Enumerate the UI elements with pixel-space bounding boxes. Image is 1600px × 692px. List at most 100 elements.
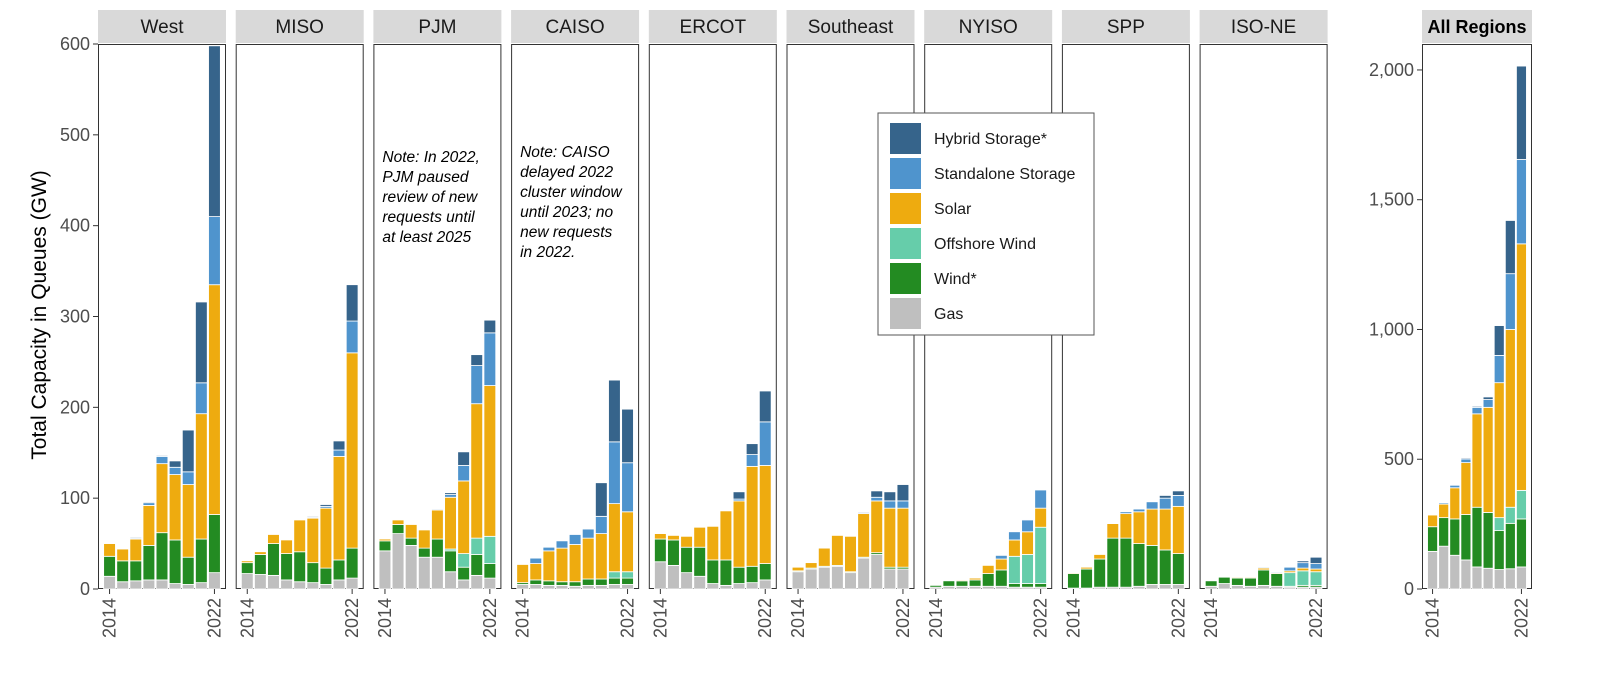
bar-spp-2021-hybrid-storage bbox=[1158, 495, 1172, 499]
bar-caiso-2018-standalone-storage bbox=[568, 534, 582, 545]
bar-ercot-2017-gas bbox=[693, 575, 706, 590]
bar-miso-2021-gas bbox=[332, 579, 346, 590]
bar-spp-2019-gas bbox=[1132, 585, 1146, 590]
bar-ercot-2016-wind bbox=[680, 546, 693, 574]
bar-southeast-2017-gas bbox=[831, 565, 844, 590]
legend-swatch bbox=[890, 263, 921, 294]
bar-ercot-2020-gas bbox=[732, 583, 746, 590]
bar-iso-ne-2016-wind bbox=[1231, 577, 1244, 586]
bar-nyiso-2022-offshore-wind bbox=[1034, 526, 1047, 584]
bar-nyiso-2018-gas bbox=[981, 585, 995, 590]
bar-miso-2017-solar bbox=[280, 539, 293, 554]
bar-iso-ne-2021-solar bbox=[1296, 567, 1310, 572]
bar-miso-2020-solar bbox=[319, 507, 333, 569]
x-tick-label: 2014 bbox=[1063, 598, 1083, 638]
panel-title: ERCOT bbox=[680, 17, 747, 38]
bar-miso-2021-wind bbox=[332, 559, 346, 581]
bar-southeast-2017-solar bbox=[831, 535, 844, 566]
bar-nyiso-2018-solar bbox=[981, 564, 995, 574]
bar-pjm-2018-wind bbox=[431, 538, 444, 558]
bar-all-regions-2016-wind bbox=[1449, 518, 1461, 556]
bar-iso-ne-2021-hybrid-storage bbox=[1296, 560, 1310, 564]
bar-ercot-2019-wind bbox=[719, 559, 733, 586]
bar-caiso-2021-solar bbox=[608, 503, 621, 573]
bar-nyiso-2015-wind bbox=[942, 580, 956, 587]
bar-spp-2018-wind bbox=[1119, 537, 1133, 588]
legend-swatch bbox=[890, 193, 921, 224]
bar-ercot-2015-gas bbox=[667, 564, 680, 590]
bar-west-2017-wind bbox=[142, 545, 156, 581]
bar-southeast-2020-gas bbox=[870, 554, 884, 590]
bar-caiso-2020-wind bbox=[595, 578, 608, 586]
legend-item-offshore-wind: Offshore Wind bbox=[890, 228, 1036, 259]
bar-ercot-2020-wind bbox=[732, 566, 746, 584]
bar-miso-2014-gas bbox=[240, 573, 254, 590]
bar-caiso-2019-gas bbox=[581, 584, 595, 590]
bar-all-regions-2019-wind bbox=[1482, 512, 1494, 569]
bar-spp-2015-wind bbox=[1080, 568, 1093, 589]
bar-miso-2022-standalone-storage bbox=[345, 320, 359, 354]
bar-caiso-2021-offshore-wind bbox=[608, 571, 621, 579]
y-tick-label: 300 bbox=[60, 307, 90, 327]
bar-pjm-2020-hybrid-storage bbox=[457, 451, 470, 466]
bar-ercot-2021-wind bbox=[745, 565, 759, 584]
bar-all-regions-2017-solar bbox=[1460, 462, 1472, 515]
bar-pjm-2021-offshore-wind bbox=[470, 537, 484, 555]
y-axis-label: Total Capacity in Queues (GW) bbox=[28, 170, 51, 459]
bar-west-2014-gas bbox=[103, 575, 116, 590]
bar-pjm-2019-wind bbox=[444, 550, 457, 573]
bar-miso-2014-wind bbox=[240, 562, 254, 574]
bar-southeast-2021-gas bbox=[883, 568, 897, 590]
x-tick-label: 2014 bbox=[926, 598, 946, 638]
x-tick-label: 2014 bbox=[650, 598, 670, 638]
bar-ercot-2016-solar bbox=[680, 535, 693, 548]
bar-west-2020-solar bbox=[181, 484, 195, 558]
panel-miso: MISO 2014 2022 bbox=[235, 10, 364, 638]
bar-pjm-2017-wind bbox=[417, 547, 431, 558]
bar-nyiso-2018-wind bbox=[981, 573, 995, 587]
bar-pjm-2022-standalone-storage bbox=[483, 332, 497, 386]
panel-title: Southeast bbox=[808, 17, 894, 38]
bar-pjm-2020-offshore-wind bbox=[457, 553, 470, 568]
bar-west-2018-solar bbox=[155, 463, 169, 534]
bar-iso-ne-2016-gas bbox=[1231, 584, 1244, 590]
bar-iso-ne-2019-gas bbox=[1270, 585, 1284, 590]
y-tick-label: 2,000 bbox=[1369, 60, 1414, 80]
bar-all-regions-2021-standalone-storage bbox=[1504, 273, 1516, 330]
bar-southeast-2018-solar bbox=[844, 535, 857, 573]
bar-southeast-2015-solar bbox=[804, 562, 818, 569]
bar-caiso-2017-solar bbox=[555, 547, 569, 583]
bar-all-regions-2014-gas bbox=[1427, 550, 1438, 590]
bar-ercot-2015-wind bbox=[667, 539, 680, 566]
x-tick-label: 2014 bbox=[1423, 598, 1443, 638]
x-tick-label: 2022 bbox=[893, 598, 913, 638]
bar-pjm-2022-hybrid-storage bbox=[483, 319, 497, 334]
bar-all-regions-2020-offshore-wind bbox=[1493, 517, 1505, 532]
bar-west-2020-standalone-storage bbox=[181, 471, 195, 485]
bar-iso-ne-2014-gas bbox=[1204, 585, 1218, 590]
bar-pjm-2016-wind bbox=[404, 537, 418, 546]
legend-label: Gas bbox=[934, 306, 963, 323]
bar-all-regions-2022-gas bbox=[1516, 566, 1527, 590]
y-tick-label: 200 bbox=[60, 397, 90, 417]
bar-miso-2018-wind bbox=[293, 551, 306, 583]
bar-spp-2022-wind bbox=[1172, 553, 1185, 585]
bar-west-2020-wind bbox=[181, 556, 195, 585]
regional-panels: West 2014 2022 0 100 200 300 400 500 600 MISO 2014 2… bbox=[60, 10, 1328, 638]
bar-pjm-2018-standalone-storage bbox=[431, 508, 444, 511]
bar-southeast-2020-standalone-storage bbox=[870, 496, 884, 502]
bar-all-regions-2022-hybrid-storage bbox=[1516, 65, 1527, 160]
bar-spp-2017-wind bbox=[1106, 537, 1120, 588]
bar-caiso-2018-gas bbox=[568, 585, 582, 590]
panel-title: NYISO bbox=[959, 17, 1018, 38]
bar-all-regions-2021-hybrid-storage bbox=[1504, 220, 1516, 275]
annotation-line: requests until bbox=[382, 209, 475, 226]
panel-all-regions: All Regions 2014 2022 0 500 1,000 1,500 2,000 bbox=[1369, 10, 1532, 638]
bar-caiso-2018-wind bbox=[568, 581, 582, 587]
panel-title: CAISO bbox=[546, 17, 605, 38]
bar-nyiso-2020-solar bbox=[1008, 539, 1021, 557]
bar-west-2019-hybrid-storage bbox=[168, 460, 182, 468]
legend-label: Hybrid Storage* bbox=[934, 131, 1047, 148]
bar-caiso-2017-wind bbox=[555, 581, 569, 586]
bar-ercot-2021-solar bbox=[745, 465, 759, 567]
